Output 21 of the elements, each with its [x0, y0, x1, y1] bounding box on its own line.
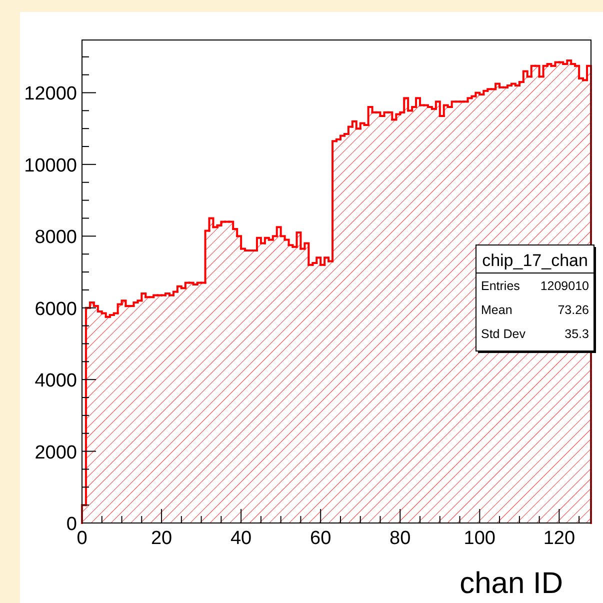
x-tick-label: 40	[230, 528, 252, 549]
x-tick-label: 100	[464, 528, 496, 549]
x-tick-label: 80	[390, 528, 411, 549]
annotation: 1209010	[540, 279, 590, 293]
x-tick-label: 60	[310, 528, 332, 549]
y-tick-label: 6000	[34, 298, 77, 320]
x-tick-label: 120	[543, 528, 576, 549]
y-tick-label: 2000	[34, 442, 77, 464]
y-tick-label: 8000	[34, 227, 77, 248]
x-tick-label: 20	[150, 528, 172, 549]
y-tick-label: 4000	[34, 370, 77, 392]
y-tick-label: 0	[66, 514, 77, 535]
annotation: chip_17_chan	[482, 251, 588, 270]
y-tick-label: 10000	[24, 155, 77, 176]
annotation: Std Dev	[481, 327, 526, 341]
x-axis-title: chan ID	[460, 567, 563, 600]
annotation: 73.26	[558, 303, 590, 317]
y-tick-label: 12000	[24, 84, 77, 105]
annotation: Entries	[481, 279, 520, 293]
annotation: Mean	[481, 303, 512, 317]
annotation: 35.3	[564, 327, 590, 341]
